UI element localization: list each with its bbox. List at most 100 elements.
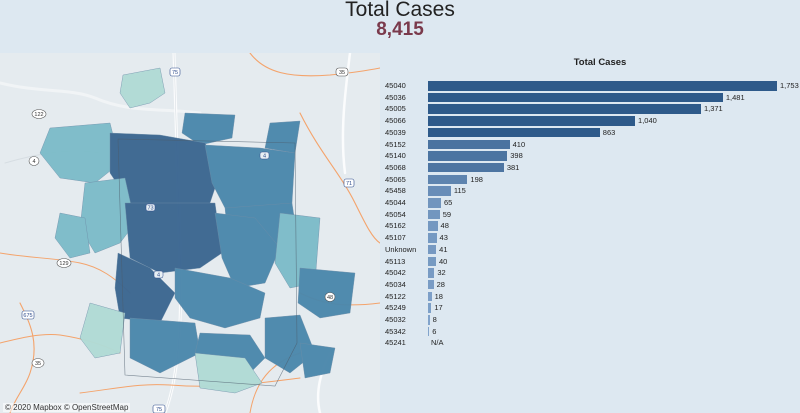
category-label: 45066 xyxy=(385,116,406,126)
category-label: 45039 xyxy=(385,127,406,137)
value-label: 17 xyxy=(434,303,443,313)
value-label: 48 xyxy=(440,221,449,231)
bar[interactable] xyxy=(428,268,435,278)
value-label: 410 xyxy=(512,139,526,149)
bar[interactable] xyxy=(428,291,432,302)
category-label: 45065 xyxy=(385,174,406,184)
bar[interactable] xyxy=(428,198,441,208)
bar-row[interactable]: 45054 59 xyxy=(385,209,800,221)
route-label: 71 xyxy=(346,181,352,187)
bar[interactable] xyxy=(428,315,430,325)
category-label: 45122 xyxy=(385,291,406,301)
bar[interactable] xyxy=(428,139,510,149)
bar-row[interactable]: 45458 115 xyxy=(385,185,800,197)
value-label: 40 xyxy=(438,256,448,266)
dashboard-header: Total Cases 8,415 xyxy=(0,0,800,44)
value-label: 32 xyxy=(437,268,446,278)
bar[interactable] xyxy=(428,303,432,313)
route-label: 4 xyxy=(32,159,35,165)
bar-row[interactable]: 45032 8 xyxy=(385,314,800,326)
bar[interactable] xyxy=(428,209,440,220)
bar-row[interactable]: 45034 28 xyxy=(385,279,800,291)
value-label: 18 xyxy=(434,291,443,301)
category-label: 45044 xyxy=(385,198,406,207)
bar[interactable] xyxy=(428,256,436,266)
value-label: 59 xyxy=(442,209,452,219)
bar[interactable] xyxy=(428,186,451,196)
bar[interactable] xyxy=(428,279,434,290)
value-label: 43 xyxy=(439,233,448,243)
bar-row[interactable]: 45249 17 xyxy=(385,302,800,314)
category-label: 45042 xyxy=(385,268,406,278)
bar[interactable] xyxy=(428,151,508,161)
category-label: 45162 xyxy=(385,221,406,231)
route-label: 73 xyxy=(147,206,153,212)
value-label: 41 xyxy=(439,244,448,254)
bar-row[interactable]: 45042 32 xyxy=(385,267,800,279)
category-label: 45140 xyxy=(385,151,406,161)
route-label: 4 xyxy=(263,154,266,160)
chart-title: Total Cases xyxy=(573,57,627,68)
category-label: 45241 xyxy=(385,338,406,348)
value-label: 398 xyxy=(510,151,523,161)
route-label: 75 xyxy=(172,70,178,76)
value-label: 8 xyxy=(432,315,437,324)
bar-row[interactable]: 45342 6 xyxy=(385,326,800,338)
value-label: 1,371 xyxy=(703,104,723,114)
value-label: 863 xyxy=(602,127,616,137)
route-label: 4 xyxy=(157,273,160,279)
bar-row[interactable]: 45044 65 xyxy=(385,197,800,209)
bar-row[interactable]: Unknown 41 xyxy=(385,244,800,256)
bar-row[interactable]: 45241 N/A xyxy=(385,337,800,349)
bar-row[interactable]: 45005 1,371 xyxy=(385,103,800,115)
category-label: 45054 xyxy=(385,209,406,219)
map-canvas[interactable]: 75 35 122 4 71 129 675 35 75 73 4 4 48 xyxy=(0,53,380,413)
route-label: 129 xyxy=(59,261,68,267)
bar-row[interactable]: 45039 863 xyxy=(385,127,800,139)
bar[interactable] xyxy=(428,81,777,91)
bar-row[interactable]: 45152 410 xyxy=(385,139,800,151)
bar-row[interactable]: 45036 1,481 xyxy=(385,92,800,104)
category-label: 45040 xyxy=(385,81,406,90)
route-label: 35 xyxy=(35,361,41,367)
bar-row[interactable]: 45040 1,753 xyxy=(385,80,800,92)
bar-row[interactable]: 45162 48 xyxy=(385,220,800,232)
bar-row[interactable]: 45122 18 xyxy=(385,291,800,303)
value-label: 1,481 xyxy=(725,92,745,102)
zip-code-map[interactable]: 75 35 122 4 71 129 675 35 75 73 4 4 48 ©… xyxy=(0,53,380,413)
bar-row[interactable]: 45140 398 xyxy=(385,150,800,162)
route-label: 75 xyxy=(156,407,162,413)
route-label: 122 xyxy=(34,112,43,118)
value-label: 198 xyxy=(470,174,483,184)
bar[interactable] xyxy=(428,162,504,173)
bar[interactable] xyxy=(428,104,701,114)
bar-row[interactable]: 45068 381 xyxy=(385,162,800,174)
bar[interactable] xyxy=(428,233,437,243)
bar[interactable] xyxy=(428,326,430,337)
bar[interactable] xyxy=(428,174,468,185)
category-label: 45249 xyxy=(385,303,406,313)
bar-row[interactable]: 45066 1,040 xyxy=(385,115,800,127)
bar[interactable] xyxy=(428,92,723,103)
bar-row[interactable]: 45113 40 xyxy=(385,256,800,268)
value-label: 28 xyxy=(436,279,445,289)
category-label: 45032 xyxy=(385,315,406,324)
value-label: 115 xyxy=(453,186,466,196)
bar[interactable] xyxy=(428,244,437,255)
bar-chart: Total Cases 45040 1,753 45036 1,481 45005 1,3… xyxy=(385,53,800,353)
category-label: 45068 xyxy=(385,162,406,172)
bar-row[interactable]: 45107 43 xyxy=(385,232,800,244)
value-label: 1,040 xyxy=(638,116,657,126)
bar[interactable] xyxy=(428,116,636,126)
category-label: 45005 xyxy=(385,104,406,114)
bar[interactable] xyxy=(428,127,600,138)
category-label: 45107 xyxy=(385,233,406,243)
value-label: N/A xyxy=(431,338,444,348)
bar[interactable] xyxy=(428,221,438,231)
category-label: 45034 xyxy=(385,279,406,289)
category-label: 45458 xyxy=(385,186,406,196)
bar-row[interactable]: 45065 198 xyxy=(385,174,800,186)
map-attribution[interactable]: © 2020 Mapbox © OpenStreetMap xyxy=(3,403,131,412)
category-label: 45036 xyxy=(385,92,406,102)
value-label: 1,753 xyxy=(780,81,799,90)
